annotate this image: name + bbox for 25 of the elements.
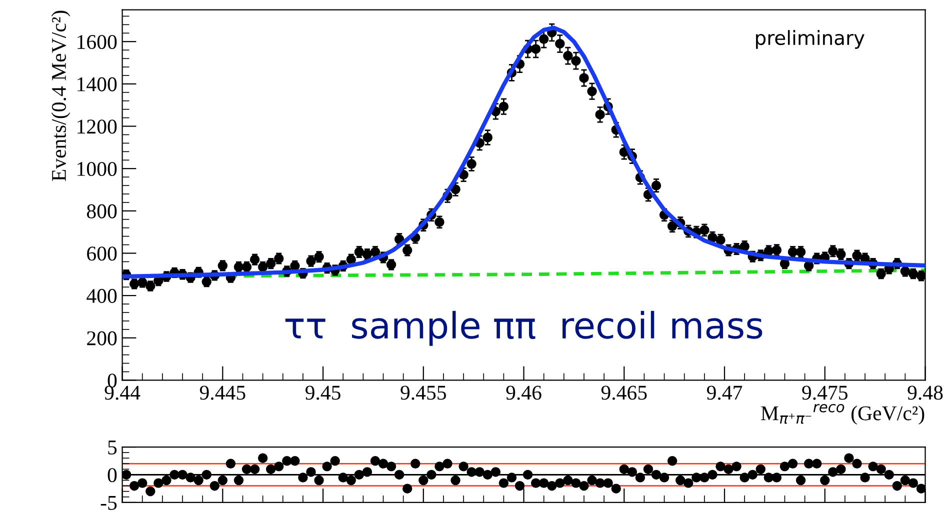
y-tick-label: 800 — [86, 204, 117, 218]
x-tick-label: 9.48 — [908, 386, 943, 400]
x-axis-title: M$_{π⁺π⁻}$$^{reco}$ (GeV/c²) — [761, 404, 924, 425]
y-tick-label: 200 — [87, 331, 117, 346]
y-axis-title: Events/(0.4 MeV/c²) — [51, 10, 70, 181]
y-tick-label: 0 — [108, 468, 117, 482]
x-tick-label: 9.44 — [104, 386, 140, 400]
x-tick-label: 9.455 — [400, 386, 446, 400]
y-tick-label: -5 — [100, 496, 117, 510]
annotation: ττ sample ππ recoil mass — [285, 310, 762, 346]
x-tick-label: 9.46 — [506, 386, 542, 400]
y-tick-label: 5 — [108, 440, 117, 454]
x-tick-label: 9.445 — [200, 386, 246, 400]
y-tick-label: 400 — [86, 288, 117, 303]
x-tick-label: 9.465 — [601, 386, 647, 400]
annotation: preliminary — [756, 30, 864, 49]
y-tick-label: 1600 — [78, 34, 117, 50]
x-tick-label: 9.475 — [802, 386, 848, 400]
x-tick-label: 9.45 — [305, 386, 340, 400]
y-tick-label: 1000 — [78, 162, 117, 176]
y-tick-label: 1400 — [78, 77, 117, 92]
x-tick-label: 9.47 — [706, 386, 742, 400]
y-tick-label: 600 — [87, 246, 117, 261]
y-tick-label: 1200 — [78, 120, 117, 134]
y-tick-label: 0 — [108, 374, 117, 388]
